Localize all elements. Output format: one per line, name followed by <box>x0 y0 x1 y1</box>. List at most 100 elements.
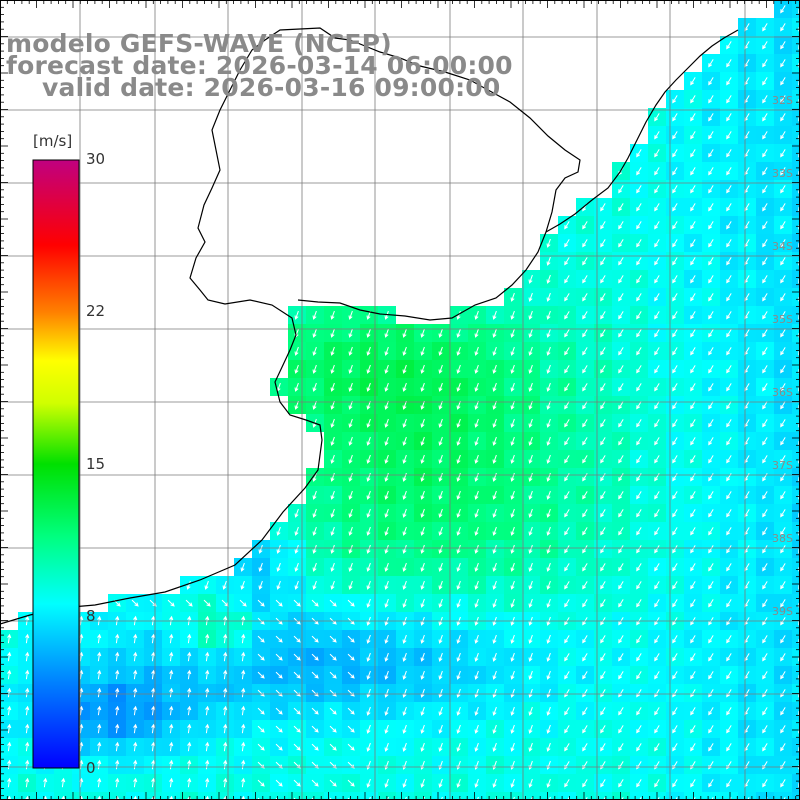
wind-arrow <box>636 671 642 680</box>
wind-arrow <box>618 239 624 248</box>
wind-arrow <box>169 687 174 698</box>
wind-arrow <box>672 671 678 680</box>
wind-arrow <box>474 310 479 320</box>
wind-arrow <box>474 562 479 572</box>
wind-arrow <box>636 329 642 338</box>
wind-arrow <box>115 705 120 716</box>
wind-arrow <box>420 328 425 338</box>
wind-arrow <box>636 401 642 410</box>
wind-arrow <box>564 545 570 554</box>
wind-arrow <box>726 419 732 428</box>
wind-arrow <box>618 491 624 500</box>
wind-arrow <box>582 329 588 338</box>
wind-arrow <box>726 563 732 572</box>
wind-arrow <box>167 599 175 607</box>
wind-arrow <box>294 382 299 392</box>
wind-arrow <box>293 653 301 661</box>
wind-arrow <box>654 419 660 428</box>
wind-arrow <box>402 706 407 716</box>
wind-arrow <box>672 545 678 554</box>
wind-arrow <box>97 633 102 644</box>
wind-arrow <box>708 779 714 788</box>
wind-arrow <box>780 347 786 356</box>
wind-arrow <box>492 526 497 536</box>
wind-arrow <box>672 743 678 752</box>
wind-arrow <box>402 688 407 698</box>
wind-arrow <box>600 725 606 734</box>
wind-arrow <box>654 257 660 266</box>
wind-arrow <box>528 382 533 392</box>
wind-cell <box>792 540 800 558</box>
wind-arrow <box>582 779 588 788</box>
wind-arrow <box>564 239 570 248</box>
wind-arrow <box>600 743 606 752</box>
wind-arrow <box>330 418 335 428</box>
wind-arrow <box>708 725 714 734</box>
wind-arrow <box>582 743 588 752</box>
wind-arrow <box>311 725 319 733</box>
wind-arrow <box>384 490 389 500</box>
wind-arrow <box>780 311 786 320</box>
wind-arrow <box>690 545 696 554</box>
wind-cell <box>54 792 72 800</box>
wind-arrow <box>420 724 425 734</box>
wind-cell <box>270 792 288 800</box>
wind-arrow <box>492 418 497 428</box>
wind-cell <box>792 684 800 702</box>
wind-arrow <box>456 670 461 680</box>
wind-arrow <box>133 759 138 770</box>
wind-arrow <box>205 777 210 788</box>
wind-arrow <box>618 383 624 392</box>
wind-arrow <box>639 797 642 800</box>
wind-arrow <box>25 723 30 734</box>
wind-arrow <box>582 383 588 392</box>
wind-cell <box>792 216 800 234</box>
wind-arrow <box>366 598 371 608</box>
wind-arrow <box>330 562 335 572</box>
wind-arrow <box>762 581 768 590</box>
wind-arrow <box>312 544 317 554</box>
wind-arrow <box>564 635 570 644</box>
wind-arrow <box>654 563 660 572</box>
wind-arrow <box>636 545 642 554</box>
wind-arrow <box>780 59 786 68</box>
wind-arrow <box>582 635 588 644</box>
wind-cell <box>792 90 800 108</box>
colorbar-tick-22: 22 <box>86 302 106 320</box>
wind-cell <box>36 792 54 800</box>
wind-arrow <box>187 777 192 788</box>
wind-arrow <box>151 669 156 680</box>
wind-arrow <box>474 670 479 680</box>
wind-arrow <box>151 651 156 662</box>
wind-arrow <box>187 705 192 716</box>
wind-arrow <box>618 437 624 446</box>
wind-arrow <box>564 653 570 662</box>
wind-arrow <box>438 598 443 608</box>
wind-arrow <box>330 382 335 392</box>
wind-arrow <box>492 364 497 374</box>
wind-arrow <box>690 257 696 266</box>
wind-arrow <box>402 652 407 662</box>
wind-arrow <box>546 382 551 392</box>
wind-arrow <box>474 382 479 392</box>
wind-arrow <box>546 526 551 536</box>
wind-arrow <box>762 455 768 464</box>
wind-arrow <box>600 347 606 356</box>
wind-arrow <box>618 347 624 356</box>
wind-arrow <box>780 563 786 572</box>
wind-arrow <box>672 221 678 230</box>
wind-arrow <box>366 346 371 356</box>
wind-arrow <box>402 778 407 788</box>
wind-cell <box>792 486 800 504</box>
wind-arrow <box>7 633 12 644</box>
wind-arrow <box>420 670 425 680</box>
wind-arrow <box>654 329 660 338</box>
wind-arrow <box>438 328 443 338</box>
wind-arrow <box>205 669 210 680</box>
wind-arrow <box>366 562 371 572</box>
wind-arrow <box>169 723 174 734</box>
wind-arrow <box>384 670 389 680</box>
wind-arrow <box>654 203 660 212</box>
wind-arrow <box>618 725 624 734</box>
